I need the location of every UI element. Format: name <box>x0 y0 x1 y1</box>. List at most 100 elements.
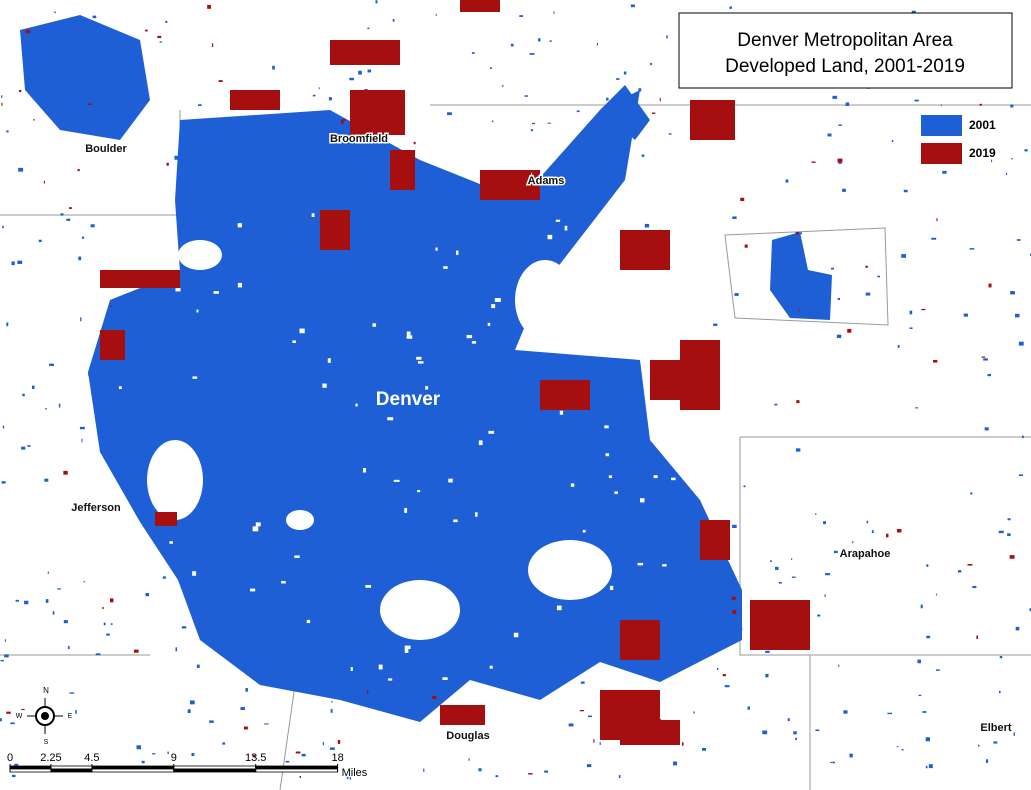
undeveloped-speck <box>455 250 459 255</box>
developed-speck <box>196 664 200 668</box>
scale-segment <box>255 768 338 773</box>
developed-speck <box>322 741 325 746</box>
developed-speck <box>677 650 681 654</box>
developed-speck <box>970 492 973 495</box>
developed-speck <box>110 305 112 308</box>
place-label: Boulder <box>85 143 127 155</box>
undeveloped-speck <box>664 303 668 307</box>
developed-speck <box>209 720 214 723</box>
developed-speck <box>744 244 748 248</box>
undeveloped-speck <box>416 356 422 360</box>
developed-speck <box>141 82 146 85</box>
developed-speck <box>1 102 3 106</box>
developed-speck <box>301 678 305 683</box>
developed-speck <box>218 80 223 83</box>
developed-speck <box>1007 533 1011 537</box>
developed-speck <box>823 521 827 525</box>
undeveloped-speck <box>378 664 383 670</box>
developed-speck <box>580 681 585 684</box>
developed-speck <box>638 88 642 92</box>
developed-speck <box>14 763 19 766</box>
developed-speck <box>998 690 1001 694</box>
undeveloped-speck <box>417 490 421 493</box>
developed-speck <box>896 746 899 748</box>
developed-speck <box>935 593 937 596</box>
developed-speck <box>825 573 831 576</box>
developed-speck <box>295 751 301 754</box>
undeveloped-speck <box>564 225 568 231</box>
developed-2001 <box>20 15 150 140</box>
developed-speck <box>871 530 874 534</box>
undeveloped-speck <box>406 335 413 339</box>
place-label: Broomfield <box>330 133 388 145</box>
developed-speck <box>1021 435 1024 439</box>
developed-speck <box>519 15 524 17</box>
legend-label: 2019 <box>969 146 996 160</box>
developed-speck <box>501 85 504 87</box>
developed-speck <box>6 130 9 133</box>
undeveloped-speck <box>355 403 358 407</box>
undeveloped-speck <box>322 383 327 388</box>
developed-2019 <box>350 90 405 135</box>
undeveloped-speck <box>193 459 199 464</box>
developed-speck <box>191 753 195 756</box>
developed-speck <box>815 513 817 515</box>
developed-speck <box>301 753 306 757</box>
developed-speck <box>928 764 933 769</box>
developed-speck <box>926 635 931 639</box>
developed-speck <box>67 646 70 650</box>
developed-speck <box>877 275 881 278</box>
developed-speck <box>731 596 736 600</box>
developed-speck <box>211 43 214 48</box>
developed-2019 <box>320 210 350 250</box>
developed-speck <box>865 292 871 296</box>
developed-speck <box>732 524 737 529</box>
developed-speck <box>909 327 913 330</box>
developed-speck <box>1024 149 1028 152</box>
developed-speck <box>165 20 168 24</box>
developed-speck <box>958 570 962 573</box>
developed-speck <box>644 223 650 228</box>
developed-speck <box>798 232 802 235</box>
undeveloped-area <box>528 540 612 600</box>
undeveloped-speck <box>436 620 442 625</box>
developed-speck <box>972 585 977 589</box>
developed-speck <box>650 62 653 66</box>
developed-speck <box>933 360 938 363</box>
undeveloped-speck <box>491 304 496 309</box>
developed-speck <box>795 737 798 741</box>
developed-speck <box>722 674 726 677</box>
developed-speck <box>837 297 841 300</box>
undeveloped-speck <box>299 328 305 334</box>
developed-speck <box>99 30 103 34</box>
undeveloped-speck <box>250 588 256 592</box>
developed-speck <box>285 760 290 763</box>
developed-speck <box>367 27 370 30</box>
developed-speck <box>740 197 745 202</box>
scale-tick-label: 9 <box>171 752 177 764</box>
developed-speck <box>75 709 77 714</box>
developed-speck <box>969 248 975 250</box>
developed-speck <box>610 170 613 174</box>
developed-speck <box>47 571 49 574</box>
undeveloped-speck <box>489 665 493 669</box>
developed-speck <box>266 172 270 177</box>
developed-speck <box>63 470 68 475</box>
scale-segment <box>91 768 175 773</box>
developed-speck <box>435 14 437 16</box>
undeveloped-speck <box>547 234 553 240</box>
undeveloped-speck <box>568 305 573 311</box>
developed-speck <box>2 425 5 429</box>
developed-speck <box>92 15 97 19</box>
developed-speck <box>88 372 90 376</box>
developed-speck <box>843 710 848 714</box>
developed-speck <box>58 403 61 408</box>
undeveloped-speck <box>637 562 644 566</box>
developed-speck <box>15 599 20 602</box>
undeveloped-speck <box>513 632 519 638</box>
developed-speck <box>836 334 842 338</box>
developed-speck <box>341 119 344 124</box>
developed-speck <box>666 35 668 39</box>
undeveloped-speck <box>448 478 453 483</box>
